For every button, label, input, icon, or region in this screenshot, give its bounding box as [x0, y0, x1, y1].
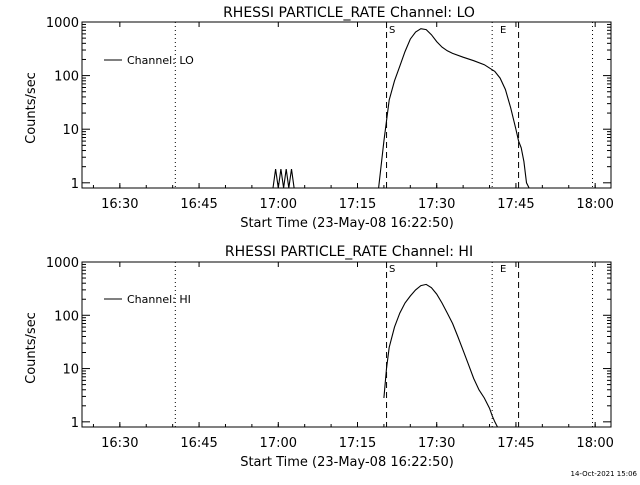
x-tick-label: 18:00 [576, 197, 613, 212]
annotation-e-label: E [500, 25, 506, 36]
x-tick-label: 17:00 [260, 197, 297, 212]
x-tick-label: 17:00 [260, 436, 297, 451]
x-tick-label: 16:45 [180, 436, 217, 451]
y-axis-label: Counts/sec [24, 72, 39, 144]
y-tick-label: 1 [71, 416, 79, 431]
series-line [383, 283, 498, 427]
y-axis-label: Counts/sec [24, 312, 39, 384]
x-tick-label: 17:45 [497, 197, 534, 212]
y-tick-label: 100 [54, 70, 79, 85]
legend-label: Channel: LO [127, 54, 194, 67]
y-tick-label: 10 [62, 363, 79, 378]
y-tick-label: 1000 [46, 16, 79, 31]
x-tick-label: 16:30 [101, 436, 138, 451]
annotation-s-label: S [389, 264, 395, 275]
y-tick-label: 1000 [46, 256, 79, 271]
panel-title: RHESSI PARTICLE_RATE Channel: HI [225, 244, 473, 260]
x-axis-label: Start Time (23-May-08 16:22:50) [240, 216, 454, 231]
annotation-e-label: E [500, 264, 506, 275]
x-axis-label: Start Time (23-May-08 16:22:50) [240, 455, 454, 470]
x-tick-label: 17:15 [339, 197, 376, 212]
x-tick-label: 17:15 [339, 436, 376, 451]
annotation-s-label: S [389, 25, 395, 36]
y-tick-label: 1 [71, 177, 79, 192]
x-tick-label: 17:30 [418, 436, 455, 451]
plot-timestamp: 14-Oct-2021 15:06 [571, 470, 638, 478]
series-line [272, 28, 530, 188]
y-tick-label: 10 [62, 123, 79, 138]
panel-hi: RHESSI PARTICLE_RATE Channel: HI Start T… [24, 244, 614, 470]
panel-title: RHESSI PARTICLE_RATE Channel: LO [223, 5, 475, 21]
panel-lo: RHESSI PARTICLE_RATE Channel: LO Start T… [24, 5, 614, 231]
x-tick-label: 17:30 [418, 197, 455, 212]
x-tick-label: 16:45 [180, 197, 217, 212]
x-tick-label: 17:45 [497, 436, 534, 451]
y-tick-label: 100 [54, 309, 79, 324]
plot-frame [81, 261, 612, 428]
legend-label: Channel: HI [127, 293, 191, 306]
x-tick-label: 18:00 [576, 436, 613, 451]
x-tick-label: 16:30 [101, 197, 138, 212]
